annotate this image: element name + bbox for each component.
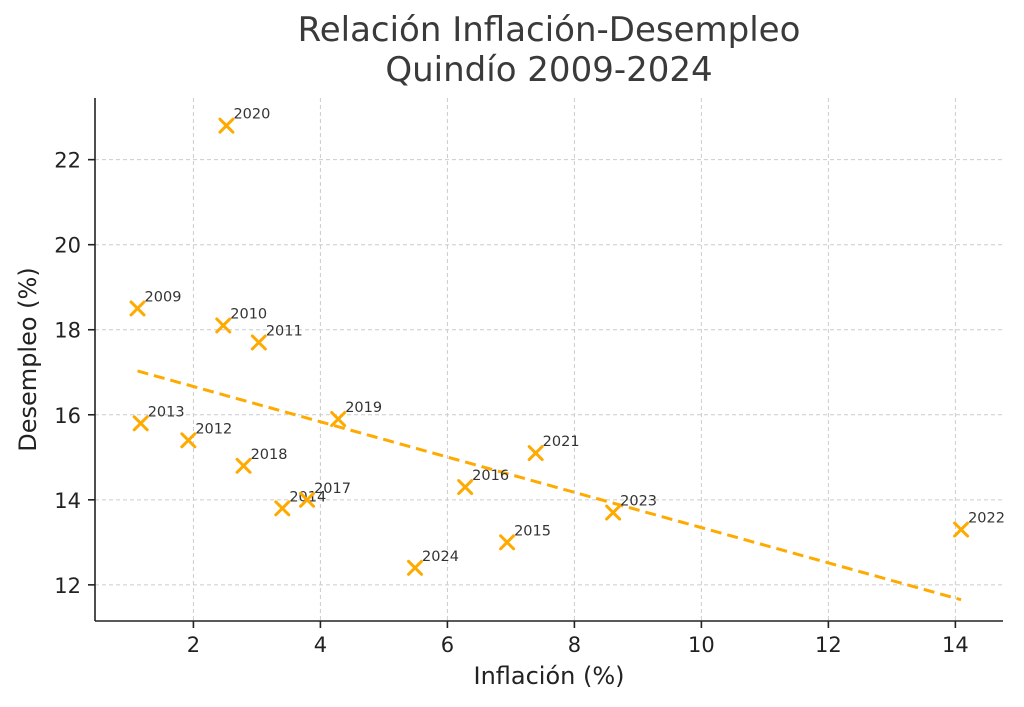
y-tick-label: 12 [54,574,81,598]
y-tick-label: 22 [54,149,81,173]
point-2017: 2017 [299,481,351,508]
trendline [137,369,962,602]
x-marker [407,559,424,576]
x-marker [180,432,197,449]
x-marker [132,415,149,432]
x-marker [215,317,232,334]
axes [94,98,1003,622]
point-label: 2023 [620,494,657,510]
point-label: 2009 [145,289,182,305]
point-2010: 2010 [215,306,267,334]
x-marker [330,411,347,428]
x-tick-label: 14 [942,633,969,657]
point-label: 2022 [968,511,1005,527]
point-2018: 2018 [235,447,288,474]
x-marker [527,445,544,462]
point-label: 2018 [251,447,288,463]
x-marker [235,457,252,474]
point-2009: 2009 [129,289,182,317]
point-2019: 2019 [330,400,382,428]
point-label: 2016 [472,468,509,484]
x-marker [953,521,970,538]
point-label: 2019 [345,400,382,416]
point-label: 2013 [148,404,185,420]
point-2021: 2021 [527,434,580,462]
point-2013: 2013 [132,404,185,432]
x-marker [250,334,267,351]
x-marker [274,500,291,517]
chart-title-line-1: Relación Inflación-Desempleo [297,10,801,50]
point-2015: 2015 [499,523,551,551]
y-tick-label: 16 [54,404,81,428]
point-2024: 2024 [407,549,459,576]
x-tick-label: 6 [441,633,454,657]
y-axis-label: Desempleo (%) [14,267,42,451]
x-marker [605,504,622,521]
y-tick-label: 18 [54,319,81,343]
point-2023: 2023 [605,494,657,521]
point-2011: 2011 [250,323,303,351]
grid [95,98,1003,621]
point-label: 2024 [422,549,459,565]
point-label: 2017 [314,481,351,497]
x-axis-label: Inflación (%) [473,662,624,690]
point-label: 2020 [233,107,270,123]
y-tick-label: 14 [54,489,81,513]
x-tick-label: 2 [187,633,200,657]
point-2016: 2016 [457,468,509,496]
x-tick-label: 10 [688,633,715,657]
point-2022: 2022 [953,511,1005,538]
point-2014: 2014 [274,489,326,517]
x-tick-label: 12 [815,633,842,657]
chart-title-line-2: Quindío 2009-2024 [385,50,713,90]
point-label: 2012 [195,421,232,437]
point-2020: 2020 [218,107,270,134]
point-label: 2010 [230,306,267,322]
ticks: 2 4 6 8 10 12 14 12 14 16 18 20 22 [54,149,968,657]
x-marker [218,117,235,134]
point-2012: 2012 [180,421,232,449]
x-tick-label: 4 [314,633,327,657]
x-marker [129,300,146,317]
trendline-layer [137,369,962,602]
point-label: 2021 [543,434,580,450]
x-marker [499,534,516,551]
point-label: 2011 [266,323,303,339]
y-tick-label: 20 [54,234,81,258]
chart-title: Relación Inflación-Desempleo Quindío 200… [0,10,1024,90]
point-label: 2015 [514,523,551,539]
x-marker [457,479,474,496]
x-tick-label: 8 [568,633,581,657]
x-marker [299,491,316,508]
